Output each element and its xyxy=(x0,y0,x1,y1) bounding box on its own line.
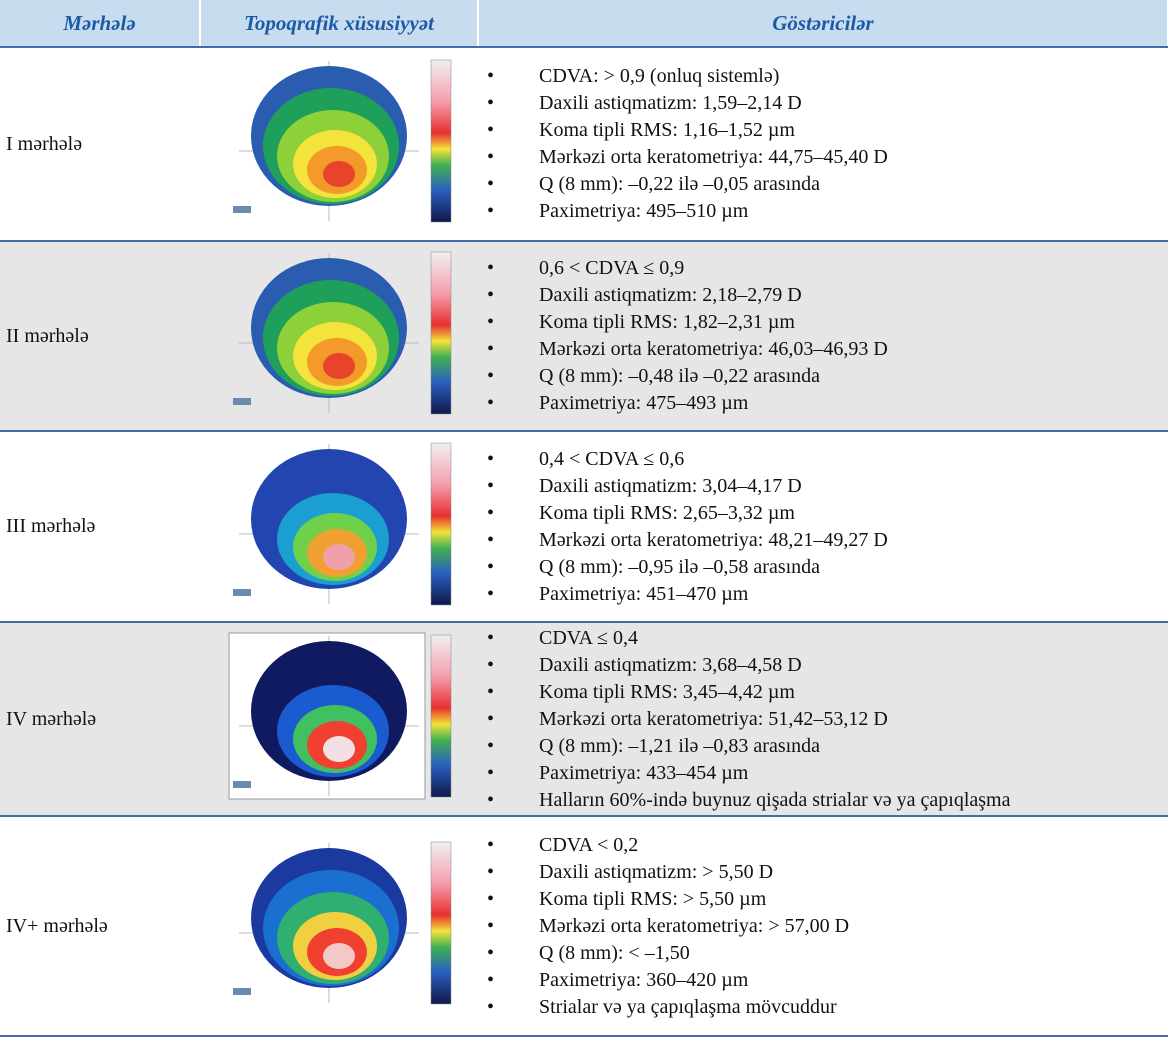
topography-map xyxy=(219,248,459,418)
topography-map xyxy=(219,56,459,226)
topography-cell xyxy=(200,241,478,431)
indicator: Mərkəzi orta keratometriya: 51,42–53,12 … xyxy=(539,706,1167,733)
stage-table: Mərhələ Topoqrafik xüsusiyyət Göstəricil… xyxy=(0,0,1168,1037)
indicator: Mərkəzi orta keratometriya: 46,03–46,93 … xyxy=(539,336,1167,363)
table-row: I mərhələ CDVA: > 0,9 (onluq sistemlə)Da… xyxy=(0,47,1168,241)
indicator: CDVA < 0,2 xyxy=(539,832,1167,859)
indicators-cell: 0,6 < CDVA ≤ 0,9Daxili astiqmatizm: 2,18… xyxy=(478,241,1168,431)
table-row: IV mərhələ CDVA ≤ 0,4Daxili astiqmatizm:… xyxy=(0,622,1168,816)
stage-cell: II mərhələ xyxy=(0,241,200,431)
indicator: Mərkəzi orta keratometriya: 48,21–49,27 … xyxy=(539,527,1167,554)
indicator: CDVA: > 0,9 (onluq sistemlə) xyxy=(539,63,1167,90)
indicator-list: CDVA: > 0,9 (onluq sistemlə)Daxili astiq… xyxy=(479,63,1167,225)
topography-cell xyxy=(200,816,478,1036)
header-cell: Mərhələ xyxy=(0,0,200,47)
indicator: Koma tipli RMS: 1,16–1,52 µm xyxy=(539,117,1167,144)
header-cell: Göstəricilər xyxy=(478,0,1168,47)
indicator: Strialar və ya çapıqlaşma mövcuddur xyxy=(539,994,1167,1021)
indicator: Paximetriya: 495–510 µm xyxy=(539,198,1167,225)
indicator: 0,6 < CDVA ≤ 0,9 xyxy=(539,255,1167,282)
indicators-cell: CDVA < 0,2Daxili astiqmatizm: > 5,50 DKo… xyxy=(478,816,1168,1036)
indicator: Q (8 mm): –0,22 ilə –0,05 arasında xyxy=(539,171,1167,198)
indicator: Daxili astiqmatizm: 2,18–2,79 D xyxy=(539,282,1167,309)
topography-cell xyxy=(200,431,478,622)
indicator: Koma tipli RMS: 2,65–3,32 µm xyxy=(539,500,1167,527)
indicator: Paximetriya: 360–420 µm xyxy=(539,967,1167,994)
indicator: Paximetriya: 475–493 µm xyxy=(539,390,1167,417)
topography-map xyxy=(219,439,459,609)
indicator-list: 0,6 < CDVA ≤ 0,9Daxili astiqmatizm: 2,18… xyxy=(479,255,1167,417)
indicator: Koma tipli RMS: 1,82–2,31 µm xyxy=(539,309,1167,336)
table-row: IV+ mərhələ CDVA < 0,2Daxili astiqmatizm… xyxy=(0,816,1168,1036)
table-row: II mərhələ 0,6 < CDVA ≤ 0,9Daxili astiqm… xyxy=(0,241,1168,431)
page: Mərhələ Topoqrafik xüsusiyyət Göstəricil… xyxy=(0,0,1168,1035)
topography-cell xyxy=(200,47,478,241)
indicator: Mərkəzi orta keratometriya: 44,75–45,40 … xyxy=(539,144,1167,171)
stage-cell: I mərhələ xyxy=(0,47,200,241)
indicator: CDVA ≤ 0,4 xyxy=(539,625,1167,652)
indicators-cell: CDVA: > 0,9 (onluq sistemlə)Daxili astiq… xyxy=(478,47,1168,241)
indicator-list: 0,4 < CDVA ≤ 0,6Daxili astiqmatizm: 3,04… xyxy=(479,446,1167,608)
table-row: III mərhələ 0,4 < CDVA ≤ 0,6Daxili astiq… xyxy=(0,431,1168,622)
stage-cell: III mərhələ xyxy=(0,431,200,622)
header-cell: Topoqrafik xüsusiyyət xyxy=(200,0,478,47)
indicator: Paximetriya: 451–470 µm xyxy=(539,581,1167,608)
stage-cell: IV+ mərhələ xyxy=(0,816,200,1036)
indicator-list: CDVA ≤ 0,4Daxili astiqmatizm: 3,68–4,58 … xyxy=(479,625,1167,814)
indicator: Q (8 mm): < –1,50 xyxy=(539,940,1167,967)
indicator: Koma tipli RMS: 3,45–4,42 µm xyxy=(539,679,1167,706)
topography-map xyxy=(219,631,459,801)
indicator: Daxili astiqmatizm: 3,68–4,58 D xyxy=(539,652,1167,679)
indicator: Halların 60%-ində buynuz qişada strialar… xyxy=(539,787,1167,814)
indicator: Paximetriya: 433–454 µm xyxy=(539,760,1167,787)
stage-cell: IV mərhələ xyxy=(0,622,200,816)
indicator: 0,4 < CDVA ≤ 0,6 xyxy=(539,446,1167,473)
topography-map xyxy=(219,838,459,1008)
indicator: Q (8 mm): –0,95 ilə –0,58 arasında xyxy=(539,554,1167,581)
indicator: Daxili astiqmatizm: > 5,50 D xyxy=(539,859,1167,886)
indicators-cell: 0,4 < CDVA ≤ 0,6Daxili astiqmatizm: 3,04… xyxy=(478,431,1168,622)
indicator: Daxili astiqmatizm: 1,59–2,14 D xyxy=(539,90,1167,117)
indicator: Q (8 mm): –1,21 ilə –0,83 arasında xyxy=(539,733,1167,760)
indicators-cell: CDVA ≤ 0,4Daxili astiqmatizm: 3,68–4,58 … xyxy=(478,622,1168,816)
indicator: Koma tipli RMS: > 5,50 µm xyxy=(539,886,1167,913)
indicator: Q (8 mm): –0,48 ilə –0,22 arasında xyxy=(539,363,1167,390)
indicator: Mərkəzi orta keratometriya: > 57,00 D xyxy=(539,913,1167,940)
indicator-list: CDVA < 0,2Daxili astiqmatizm: > 5,50 DKo… xyxy=(479,832,1167,1021)
topography-cell xyxy=(200,622,478,816)
indicator: Daxili astiqmatizm: 3,04–4,17 D xyxy=(539,473,1167,500)
